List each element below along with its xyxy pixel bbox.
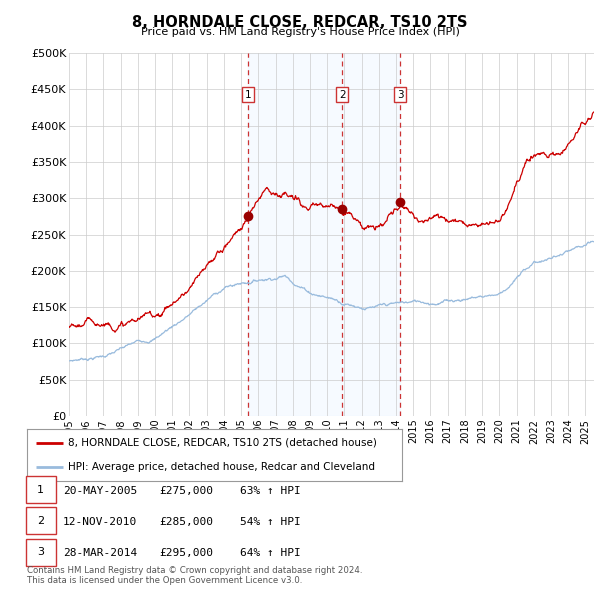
Text: 12-NOV-2010: 12-NOV-2010 <box>63 517 137 527</box>
Bar <box>248 53 400 416</box>
Text: £275,000: £275,000 <box>159 486 213 496</box>
Text: HPI: Average price, detached house, Redcar and Cleveland: HPI: Average price, detached house, Redc… <box>68 462 375 472</box>
Text: 8, HORNDALE CLOSE, REDCAR, TS10 2TS (detached house): 8, HORNDALE CLOSE, REDCAR, TS10 2TS (det… <box>68 438 377 448</box>
Text: £285,000: £285,000 <box>159 517 213 527</box>
Text: 3: 3 <box>37 547 44 557</box>
Text: 64% ↑ HPI: 64% ↑ HPI <box>240 549 301 558</box>
Text: Contains HM Land Registry data © Crown copyright and database right 2024.
This d: Contains HM Land Registry data © Crown c… <box>27 566 362 585</box>
Text: 1: 1 <box>244 90 251 100</box>
Text: 3: 3 <box>397 90 403 100</box>
Text: 2: 2 <box>37 516 44 526</box>
Text: 63% ↑ HPI: 63% ↑ HPI <box>240 486 301 496</box>
Text: £295,000: £295,000 <box>159 549 213 558</box>
Text: 1: 1 <box>37 484 44 494</box>
Text: Price paid vs. HM Land Registry's House Price Index (HPI): Price paid vs. HM Land Registry's House … <box>140 27 460 37</box>
Text: 28-MAR-2014: 28-MAR-2014 <box>63 549 137 558</box>
Text: 54% ↑ HPI: 54% ↑ HPI <box>240 517 301 527</box>
Text: 20-MAY-2005: 20-MAY-2005 <box>63 486 137 496</box>
Text: 8, HORNDALE CLOSE, REDCAR, TS10 2TS: 8, HORNDALE CLOSE, REDCAR, TS10 2TS <box>132 15 468 30</box>
Text: 2: 2 <box>339 90 346 100</box>
